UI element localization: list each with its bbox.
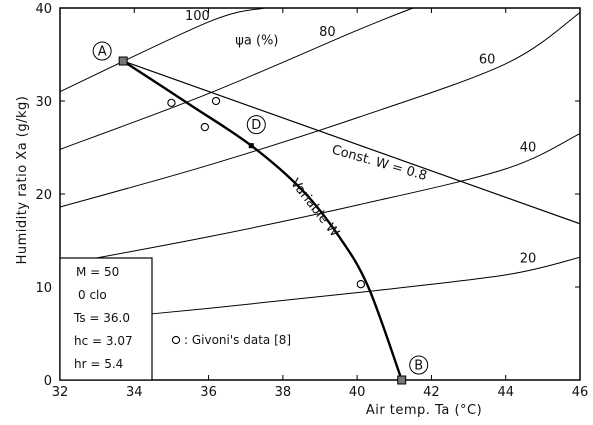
rh-title: ψa (%) bbox=[235, 33, 278, 48]
point-D-marker bbox=[248, 143, 254, 149]
x-tick-label-46: 46 bbox=[572, 385, 589, 400]
x-tick-label-36: 36 bbox=[200, 385, 217, 400]
point-D-label: D bbox=[251, 118, 261, 133]
y-axis-label: Humidity ratio Xa (g/kg) bbox=[15, 96, 30, 265]
x-tick-label-38: 38 bbox=[275, 385, 292, 400]
legend: M = 50 0 clo Ts = 36.0 hc = 3.07 hr = 5.… bbox=[59, 257, 291, 381]
legend-line-metabolic: M = 50 bbox=[76, 265, 119, 279]
point-A-label: A bbox=[98, 45, 107, 60]
rh-curve-100 bbox=[60, 8, 265, 93]
series-label-const-w: Const. W = 0.8 bbox=[330, 143, 428, 184]
x-tick-label-32: 32 bbox=[52, 385, 69, 400]
y-tick-label-40: 40 bbox=[35, 2, 52, 17]
annotations: 100 80 60 40 20 ψa (%) Const. W = 0.8Variable … bbox=[185, 9, 536, 266]
x-tick-label-34: 34 bbox=[126, 385, 143, 400]
givoni-point-3 bbox=[356, 280, 366, 289]
rh-label-60: 60 bbox=[479, 53, 496, 68]
legend-line-ts: Ts = 36.0 bbox=[73, 311, 130, 325]
series-variable-w bbox=[122, 60, 403, 380]
series-const-w bbox=[122, 60, 580, 225]
legend-givoni-text: : Givoni's data [8] bbox=[184, 333, 291, 347]
rh-label-20: 20 bbox=[520, 252, 537, 267]
series-label-variable-w: Variable W bbox=[287, 176, 342, 240]
x-tick-label-42: 42 bbox=[423, 385, 440, 400]
rh-label-40: 40 bbox=[520, 140, 537, 155]
legend-givoni-marker bbox=[171, 335, 181, 345]
givoni-point-2 bbox=[200, 122, 210, 132]
x-axis-label: Air temp. Ta (°C) bbox=[366, 403, 482, 418]
y-tick-label-0: 0 bbox=[44, 374, 52, 389]
point-A-badge bbox=[92, 41, 112, 61]
givoni-point-0 bbox=[167, 98, 176, 108]
legend-line-hc: hc = 3.07 bbox=[74, 334, 133, 348]
y-tick-label-30: 30 bbox=[35, 95, 52, 110]
data-points: A D B bbox=[92, 41, 429, 385]
rh-curve-40 bbox=[60, 133, 580, 266]
y-tick-label-10: 10 bbox=[35, 281, 52, 296]
x-tick-label-40: 40 bbox=[349, 385, 366, 400]
x-tick-label-44: 44 bbox=[497, 385, 514, 400]
point-B-label: B bbox=[414, 359, 423, 374]
rh-label-80: 80 bbox=[319, 25, 336, 40]
point-B-marker bbox=[397, 375, 407, 385]
rh-label-100: 100 bbox=[185, 9, 210, 24]
point-A-marker bbox=[118, 56, 128, 66]
legend-line-clo: 0 clo bbox=[78, 288, 107, 302]
point-D-badge bbox=[246, 115, 266, 135]
givoni-point-1 bbox=[211, 96, 221, 106]
legend-line-hr: hr = 5.4 bbox=[74, 357, 123, 371]
point-B-badge bbox=[409, 355, 429, 375]
series-lines bbox=[122, 60, 580, 380]
rh-curve-80 bbox=[60, 8, 414, 150]
rh-curve-60 bbox=[60, 12, 580, 208]
legend-box bbox=[59, 257, 153, 381]
y-tick-label-20: 20 bbox=[35, 188, 52, 203]
